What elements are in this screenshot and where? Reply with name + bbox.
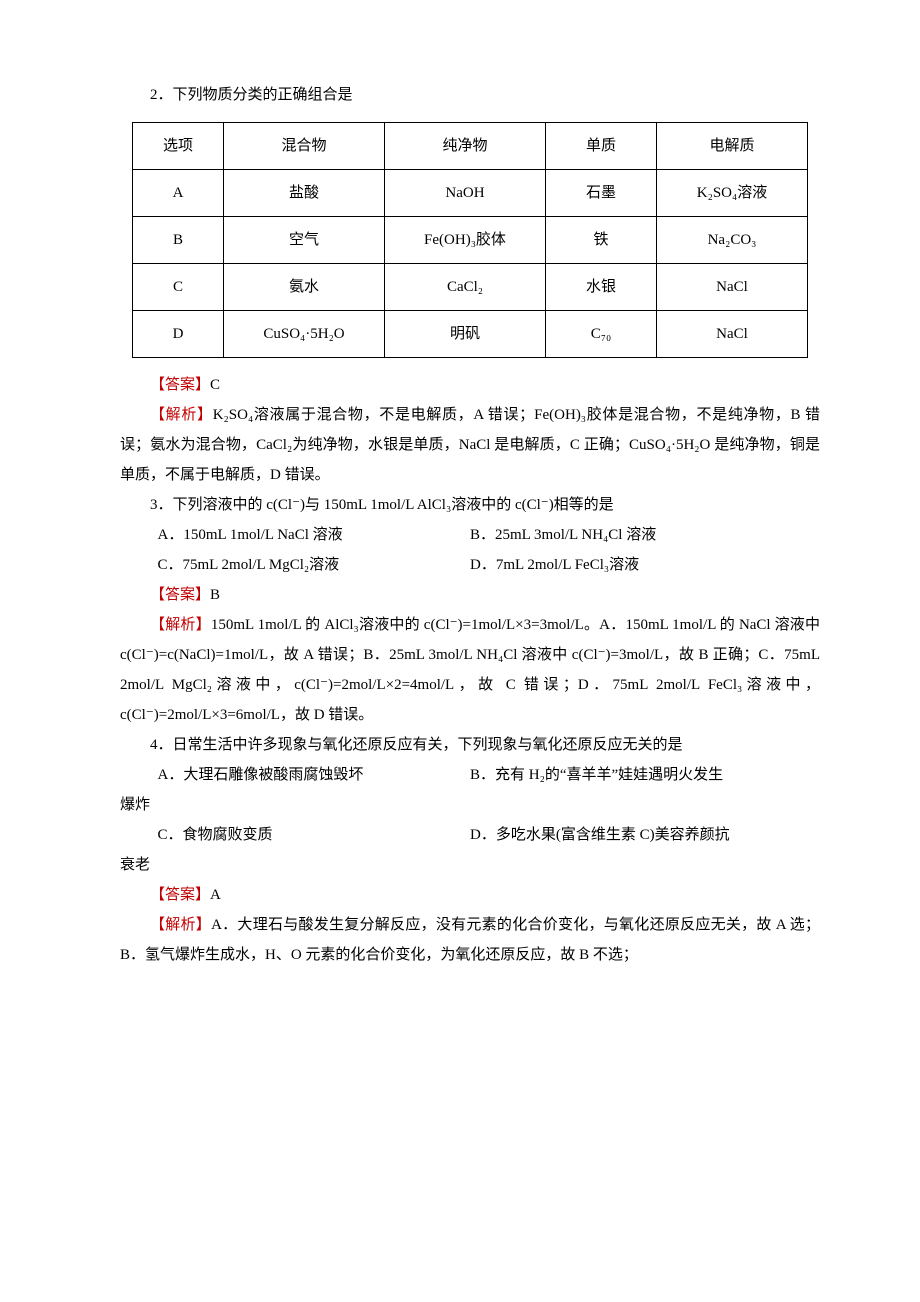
explanation-label: 【解析】	[150, 617, 211, 633]
th-pure: 纯净物	[385, 123, 546, 170]
th-electrolyte: 电解质	[657, 123, 808, 170]
th-mixture: 混合物	[224, 123, 385, 170]
answer-label: 【答案】	[150, 587, 210, 603]
cell: 盐酸	[224, 170, 385, 217]
q2-table: 选项 混合物 纯净物 单质 电解质 A 盐酸 NaOH 石墨 K₂SO₄溶液 B…	[132, 122, 808, 358]
q3-option-c: C．75mL 2mol/L MgCl₂溶液	[120, 550, 470, 580]
cell: 石墨	[546, 170, 657, 217]
q4-answer-line: 【答案】A	[120, 880, 820, 910]
q4-option-a: A．大理石雕像被酸雨腐蚀毁坏	[120, 760, 470, 790]
explanation-label: 【解析】	[150, 917, 211, 933]
q3-option-b: B．25mL 3mol/L NH₄Cl 溶液	[470, 520, 813, 550]
th-option: 选项	[133, 123, 224, 170]
th-element: 单质	[546, 123, 657, 170]
cell: 水银	[546, 264, 657, 311]
cell: D	[133, 311, 224, 358]
cell: Na₂CO₃	[657, 217, 808, 264]
q4-stem: 4．日常生活中许多现象与氧化还原反应有关，下列现象与氧化还原反应无关的是	[120, 730, 820, 760]
q4-option-d-tail: 衰老	[120, 850, 820, 880]
table-row: A 盐酸 NaOH 石墨 K₂SO₄溶液	[133, 170, 808, 217]
q3-options-row2: C．75mL 2mol/L MgCl₂溶液 D．7mL 2mol/L FeCl₃…	[120, 550, 820, 580]
q4-explanation-text: A．大理石与酸发生复分解反应，没有元素的化合价变化，与氧化还原反应无关，故 A …	[120, 917, 820, 963]
cell: NaOH	[385, 170, 546, 217]
q2-answer-line: 【答案】C	[120, 370, 820, 400]
answer-label: 【答案】	[150, 377, 210, 393]
q3-option-a: A．150mL 1mol/L NaCl 溶液	[120, 520, 470, 550]
cell: 铁	[546, 217, 657, 264]
explanation-label: 【解析】	[150, 407, 213, 423]
q4-explanation: 【解析】A．大理石与酸发生复分解反应，没有元素的化合价变化，与氧化还原反应无关，…	[120, 910, 820, 970]
table-row: C 氨水 CaCl₂ 水银 NaCl	[133, 264, 808, 311]
cell: CuSO₄·5H₂O	[224, 311, 385, 358]
cell: C	[133, 264, 224, 311]
q3-stem: 3．下列溶液中的 c(Cl⁻)与 150mL 1mol/L AlCl₃溶液中的 …	[120, 490, 820, 520]
q4-option-b-head: B．充有 H₂的“喜羊羊”娃娃遇明火发生	[470, 760, 813, 790]
q3-answer: B	[210, 587, 220, 603]
cell: NaCl	[657, 311, 808, 358]
cell: K₂SO₄溶液	[657, 170, 808, 217]
q4-options-row1: A．大理石雕像被酸雨腐蚀毁坏 B．充有 H₂的“喜羊羊”娃娃遇明火发生	[120, 760, 820, 790]
table-row: D CuSO₄·5H₂O 明矾 C₇₀ NaCl	[133, 311, 808, 358]
q2-explanation: 【解析】K₂SO₄溶液属于混合物，不是电解质，A 错误；Fe(OH)₃胶体是混合…	[120, 400, 820, 490]
q4-answer: A	[210, 887, 221, 903]
q3-explanation: 【解析】150mL 1mol/L 的 AlCl₃溶液中的 c(Cl⁻)=1mol…	[120, 610, 820, 730]
cell: 空气	[224, 217, 385, 264]
table-row: B 空气 Fe(OH)₃胶体 铁 Na₂CO₃	[133, 217, 808, 264]
cell: CaCl₂	[385, 264, 546, 311]
cell: B	[133, 217, 224, 264]
q3-option-d: D．7mL 2mol/L FeCl₃溶液	[470, 550, 813, 580]
q3-options-row1: A．150mL 1mol/L NaCl 溶液 B．25mL 3mol/L NH₄…	[120, 520, 820, 550]
q2-stem: 2．下列物质分类的正确组合是	[120, 80, 820, 110]
cell: A	[133, 170, 224, 217]
cell: Fe(OH)₃胶体	[385, 217, 546, 264]
cell: C₇₀	[546, 311, 657, 358]
q4-options-row2: C．食物腐败变质 D．多吃水果(富含维生素 C)美容养颜抗	[120, 820, 820, 850]
q4-option-d-head: D．多吃水果(富含维生素 C)美容养颜抗	[470, 820, 813, 850]
q3-answer-line: 【答案】B	[120, 580, 820, 610]
cell: 氨水	[224, 264, 385, 311]
q4-option-b-tail: 爆炸	[120, 790, 820, 820]
cell: 明矾	[385, 311, 546, 358]
q2-answer: C	[210, 377, 220, 393]
answer-label: 【答案】	[150, 887, 210, 903]
table-header-row: 选项 混合物 纯净物 单质 电解质	[133, 123, 808, 170]
q3-explanation-text: 150mL 1mol/L 的 AlCl₃溶液中的 c(Cl⁻)=1mol/L×3…	[120, 617, 820, 723]
cell: NaCl	[657, 264, 808, 311]
q4-option-c: C．食物腐败变质	[120, 820, 470, 850]
q2-explanation-text: K₂SO₄溶液属于混合物，不是电解质，A 错误；Fe(OH)₃胶体是混合物，不是…	[120, 407, 820, 483]
